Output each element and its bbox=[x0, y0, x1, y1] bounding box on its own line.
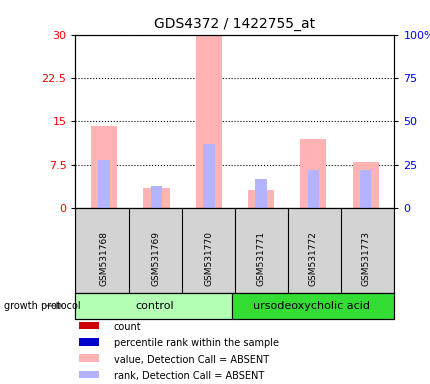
Bar bbox=[359, 170, 371, 208]
Text: GSM531770: GSM531770 bbox=[204, 231, 213, 286]
Bar bbox=[78, 354, 99, 362]
Bar bbox=[232, 293, 393, 319]
Bar bbox=[143, 188, 169, 208]
Text: value, Detection Call = ABSENT: value, Detection Call = ABSENT bbox=[114, 354, 268, 364]
Text: GSM531773: GSM531773 bbox=[360, 231, 369, 286]
Text: control: control bbox=[135, 301, 174, 311]
Bar bbox=[300, 139, 326, 208]
Text: GSM531769: GSM531769 bbox=[152, 231, 160, 286]
Bar bbox=[150, 185, 162, 208]
Text: rank, Detection Call = ABSENT: rank, Detection Call = ABSENT bbox=[114, 371, 263, 381]
Text: growth protocol: growth protocol bbox=[4, 301, 81, 311]
Bar bbox=[352, 162, 378, 208]
Bar bbox=[195, 35, 221, 208]
Text: GSM531768: GSM531768 bbox=[99, 231, 108, 286]
Bar bbox=[78, 338, 99, 346]
Bar bbox=[78, 322, 99, 329]
Bar bbox=[75, 293, 232, 319]
Text: percentile rank within the sample: percentile rank within the sample bbox=[114, 338, 278, 348]
Bar bbox=[247, 190, 273, 208]
Bar bbox=[307, 170, 318, 208]
Bar bbox=[98, 159, 110, 208]
Bar bbox=[203, 144, 214, 208]
Bar bbox=[255, 179, 266, 208]
Title: GDS4372 / 1422755_at: GDS4372 / 1422755_at bbox=[154, 17, 315, 31]
Text: GSM531772: GSM531772 bbox=[308, 231, 317, 286]
Text: count: count bbox=[114, 322, 141, 332]
Text: ursodeoxycholic acid: ursodeoxycholic acid bbox=[253, 301, 369, 311]
Text: GSM531771: GSM531771 bbox=[256, 231, 265, 286]
Bar bbox=[91, 126, 117, 208]
Bar bbox=[78, 371, 99, 379]
